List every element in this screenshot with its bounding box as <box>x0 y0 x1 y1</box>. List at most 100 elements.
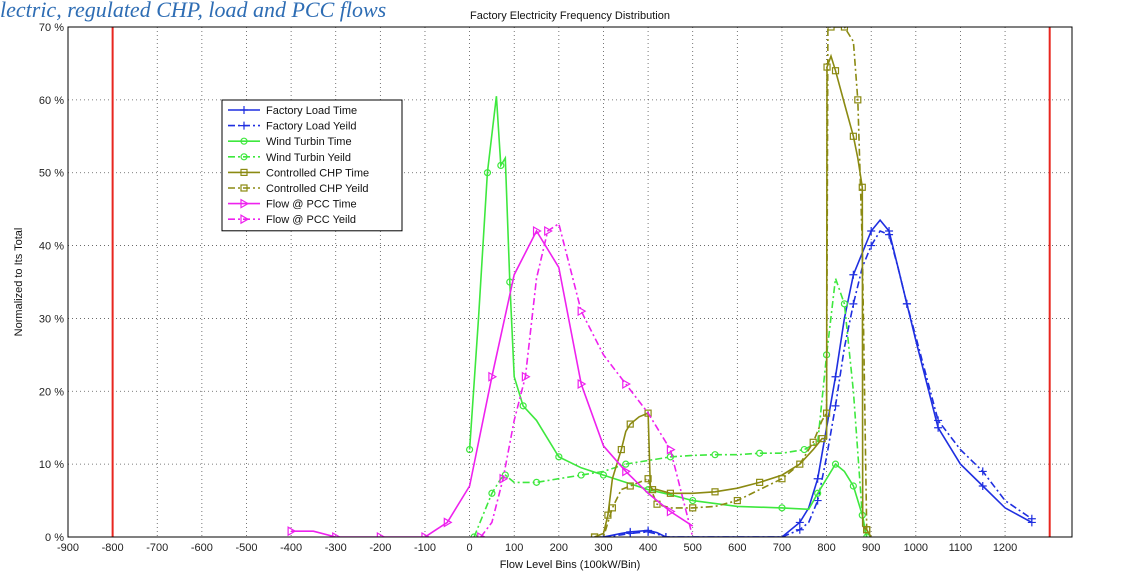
data-point <box>240 184 248 192</box>
series-line <box>594 27 872 537</box>
x-tick-label: 500 <box>684 542 702 554</box>
x-tick-label: -100 <box>414 542 436 554</box>
series-line <box>594 53 872 537</box>
series-line <box>480 222 694 537</box>
data-point <box>854 96 862 104</box>
series-line <box>473 278 868 537</box>
legend-label: Flow @ PCC Yeild <box>266 214 356 226</box>
x-tick-label: 900 <box>862 542 880 554</box>
data-point <box>778 475 786 483</box>
x-tick-label: -800 <box>102 542 124 554</box>
data-point <box>519 402 527 410</box>
data-point <box>622 466 631 477</box>
data-point <box>795 525 804 534</box>
data-point <box>978 467 987 476</box>
legend-label: Controlled CHP Yeild <box>266 183 369 195</box>
legend-item: Flow @ PCC Time <box>228 198 357 211</box>
data-point <box>590 533 599 537</box>
x-axis-label: Flow Level Bins (100kW/Bin) <box>500 559 641 571</box>
data-point <box>809 438 817 446</box>
data-point <box>711 488 719 496</box>
x-tick-label: 100 <box>505 542 523 554</box>
data-point <box>240 168 248 176</box>
data-point <box>240 137 248 145</box>
data-point <box>840 27 849 31</box>
data-point <box>497 161 505 170</box>
legend-label: Wind Turbin Yeild <box>266 152 351 164</box>
x-tick-label: 1000 <box>904 542 928 554</box>
data-point <box>840 300 849 308</box>
y-tick-label: 20 % <box>39 386 64 398</box>
data-point <box>577 378 587 390</box>
legend-item: Flow @ PCC Yeild <box>228 214 356 226</box>
x-tick-label: -300 <box>325 542 347 554</box>
x-tick-label: 300 <box>594 542 612 554</box>
data-point <box>470 533 478 537</box>
data-point <box>622 460 630 468</box>
data-point <box>689 504 697 512</box>
x-tick-label: 700 <box>773 542 791 554</box>
data-point <box>800 445 808 454</box>
y-tick-label: 50 % <box>39 168 64 180</box>
data-point <box>577 306 587 317</box>
plot-frame <box>67 26 1073 538</box>
data-point <box>863 526 871 534</box>
data-point <box>978 482 987 490</box>
data-point <box>849 270 858 279</box>
data-point <box>818 435 826 443</box>
series-flow-pcc-yeild <box>477 222 694 537</box>
data-point <box>756 478 764 486</box>
legend: Factory Load Time Factory Load Yeild Wind … <box>221 99 403 232</box>
x-tick-label: 1200 <box>993 542 1017 554</box>
data-point <box>644 409 652 417</box>
legend-label: Wind Turbin Time <box>266 136 352 148</box>
legend-box <box>221 99 403 232</box>
data-point <box>796 460 804 468</box>
data-point <box>827 27 835 31</box>
data-point <box>666 444 676 455</box>
legend-item: Factory Load Yeild <box>228 121 357 133</box>
data-point <box>1027 514 1036 523</box>
data-point <box>626 420 634 428</box>
data-point <box>376 531 386 537</box>
data-point <box>885 230 894 239</box>
data-point <box>831 67 840 75</box>
data-point <box>831 460 840 468</box>
data-point <box>813 496 822 505</box>
data-point <box>287 526 297 537</box>
data-point <box>733 496 741 505</box>
x-tick-label: 800 <box>817 542 835 554</box>
data-point <box>240 106 248 114</box>
x-tick-label: -700 <box>146 542 168 554</box>
data-point <box>488 489 496 497</box>
data-point <box>711 451 719 459</box>
series-wind-turbin-time <box>466 96 871 537</box>
document-caption: lectric, regulated CHP, load and PCC flo… <box>0 0 387 22</box>
data-point <box>521 371 531 382</box>
x-tick-label: -400 <box>280 542 302 554</box>
x-tick-label: 400 <box>639 542 657 554</box>
series-factory-load-yeild <box>599 230 1036 537</box>
legend-item: Controlled CHP Yeild <box>228 183 369 195</box>
data-point <box>661 533 670 537</box>
data-point <box>814 489 822 497</box>
y-tick-label: 40 % <box>39 241 64 253</box>
y-tick-label: 30 % <box>39 313 64 325</box>
data-point <box>332 531 341 537</box>
data-point <box>544 225 553 237</box>
data-point <box>689 496 697 505</box>
data-point <box>644 475 652 483</box>
legend-label: Factory Load Time <box>266 105 357 117</box>
series-controlled-chp-yeild <box>590 27 872 537</box>
data-point <box>555 453 563 461</box>
legend-item: Controlled CHP Time <box>228 167 369 179</box>
data-point <box>831 372 840 381</box>
data-point <box>666 506 676 517</box>
x-tick-label: -200 <box>369 542 391 554</box>
legend-label: Factory Load Yeild <box>266 121 357 133</box>
data-point <box>608 504 616 512</box>
x-tick-label: 600 <box>728 542 746 554</box>
data-point <box>831 401 840 410</box>
reference-lines <box>111 27 1051 537</box>
legend-item: Factory Load Time <box>228 105 357 117</box>
